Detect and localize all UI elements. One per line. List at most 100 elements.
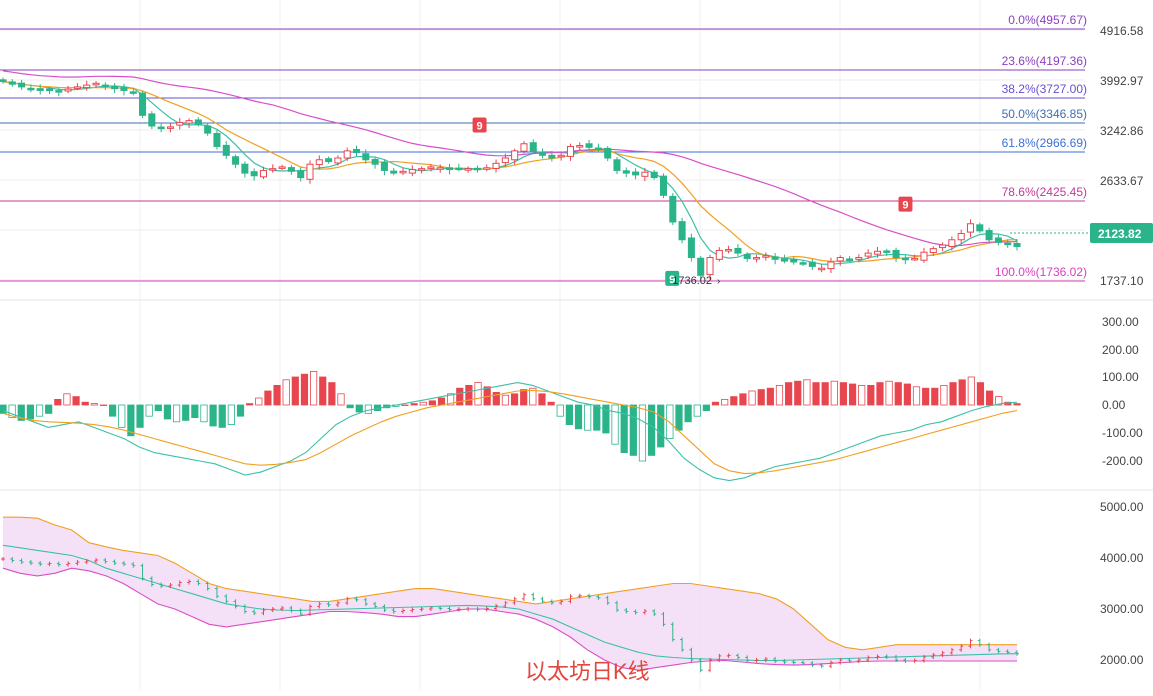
macd-histogram-bar xyxy=(529,387,537,406)
candle-body xyxy=(613,159,621,171)
candle-body xyxy=(911,257,919,261)
candle-body xyxy=(678,221,686,241)
macd-histogram-bar xyxy=(163,404,172,420)
boll-middle-line xyxy=(2,544,1018,662)
macd-histogram-bar xyxy=(45,404,53,414)
candle-body xyxy=(36,88,44,91)
candle-body xyxy=(325,158,333,163)
macd-histogram-bar xyxy=(757,389,765,406)
td-marker-badge xyxy=(472,117,487,133)
macd-histogram-bar xyxy=(501,394,510,406)
chart-title: 以太坊日K线 xyxy=(525,659,650,684)
candle-body xyxy=(8,81,16,85)
macd-histogram-bar xyxy=(876,382,884,406)
macd-histogram-bar xyxy=(328,382,336,406)
macd-histogram-bar xyxy=(54,398,62,406)
candle-body xyxy=(492,162,500,169)
macd-histogram-bar xyxy=(81,401,89,406)
moving-average-line xyxy=(2,81,1018,265)
macd-axis-tick: -200.00 xyxy=(1102,454,1143,468)
candle-body xyxy=(939,244,947,249)
macd-histogram-bar xyxy=(218,404,226,428)
candle-body xyxy=(920,251,928,261)
macd-panel xyxy=(0,370,1021,482)
fib-level-label: 50.0%(3346.85) xyxy=(1002,107,1087,121)
macd-histogram-bar xyxy=(858,384,866,406)
candle-body xyxy=(464,168,472,171)
candle-body xyxy=(45,88,54,92)
macd-histogram-bar xyxy=(510,393,519,406)
macd-histogram-bar xyxy=(912,386,921,406)
candle-body xyxy=(836,257,844,262)
candle-body xyxy=(287,167,295,172)
macd-histogram-bar xyxy=(17,404,25,421)
macd-histogram-bar xyxy=(730,396,738,406)
macd-histogram-bar xyxy=(410,403,418,406)
macd-histogram-bar xyxy=(922,387,930,406)
macd-histogram-bar xyxy=(35,404,44,417)
macd-histogram-bar xyxy=(300,373,309,406)
boll-band-fill xyxy=(3,517,1017,671)
macd-histogram-bar xyxy=(931,387,939,406)
candle-body xyxy=(622,170,630,174)
macd-histogram-bar xyxy=(611,404,619,445)
td-marker-badge xyxy=(898,196,913,212)
macd-histogram-bar xyxy=(574,404,583,430)
macd-histogram-bar xyxy=(867,384,875,406)
candle-body xyxy=(222,144,230,156)
candle-body xyxy=(771,256,779,260)
fib-level-label: 100.0%(1736.02) xyxy=(995,265,1087,279)
macd-histogram-bar xyxy=(602,404,610,434)
candle-body xyxy=(529,142,537,152)
candle-body xyxy=(669,195,677,223)
candle-body xyxy=(994,237,1002,243)
macd-histogram-bar xyxy=(894,382,902,406)
candle-body xyxy=(204,125,212,134)
candle-body xyxy=(511,150,519,161)
candle-body xyxy=(966,223,975,233)
candle-body xyxy=(790,258,798,263)
candle-body xyxy=(343,150,351,159)
macd-histogram-bar xyxy=(520,389,528,406)
low-price-arrow: › xyxy=(717,276,720,287)
candle-body xyxy=(883,250,891,253)
macd-histogram-bar xyxy=(565,404,573,426)
macd-histogram-bar xyxy=(794,380,802,406)
macd-histogram-bar xyxy=(456,387,464,406)
macd-histogram-bar xyxy=(154,404,162,411)
candle-body xyxy=(734,247,742,254)
macd-histogram-bar xyxy=(620,404,628,453)
moving-average-line xyxy=(2,70,1018,247)
candle-body xyxy=(752,257,761,260)
candle-body xyxy=(399,170,407,174)
fib-level-label: 61.8%(2966.69) xyxy=(1002,136,1087,150)
candle-body xyxy=(808,261,816,267)
macd-histogram-bar xyxy=(684,404,692,423)
macd-histogram-bar xyxy=(282,379,290,406)
candle-body xyxy=(278,166,286,169)
candle-body xyxy=(780,258,788,262)
candle-body xyxy=(1004,242,1012,246)
macd-histogram-bar xyxy=(721,398,729,406)
candle-body xyxy=(18,82,26,88)
candle-body xyxy=(659,175,668,196)
price-axes: 4916.58 3992.97 3242.86 2633.67 1737.10 2123.… xyxy=(1010,24,1153,667)
macd-histogram-bar xyxy=(766,387,774,406)
td-marker-label: 9 xyxy=(477,121,483,133)
bollinger-panel xyxy=(1,516,1019,673)
boll-upper-line xyxy=(3,516,1017,651)
last-price-label: 2123.82 xyxy=(1098,227,1142,241)
candle-body xyxy=(455,167,463,171)
candle-body xyxy=(73,86,81,89)
candle-body xyxy=(976,224,984,232)
candle-body xyxy=(352,148,361,154)
candle-body xyxy=(762,255,770,258)
fib-level-label: 38.2%(3727.00) xyxy=(1002,82,1087,96)
candle-body xyxy=(483,167,491,170)
candle-body xyxy=(362,153,370,161)
macd-histogram-bar xyxy=(182,404,190,421)
price-axis-tick: 3242.86 xyxy=(1100,124,1144,138)
